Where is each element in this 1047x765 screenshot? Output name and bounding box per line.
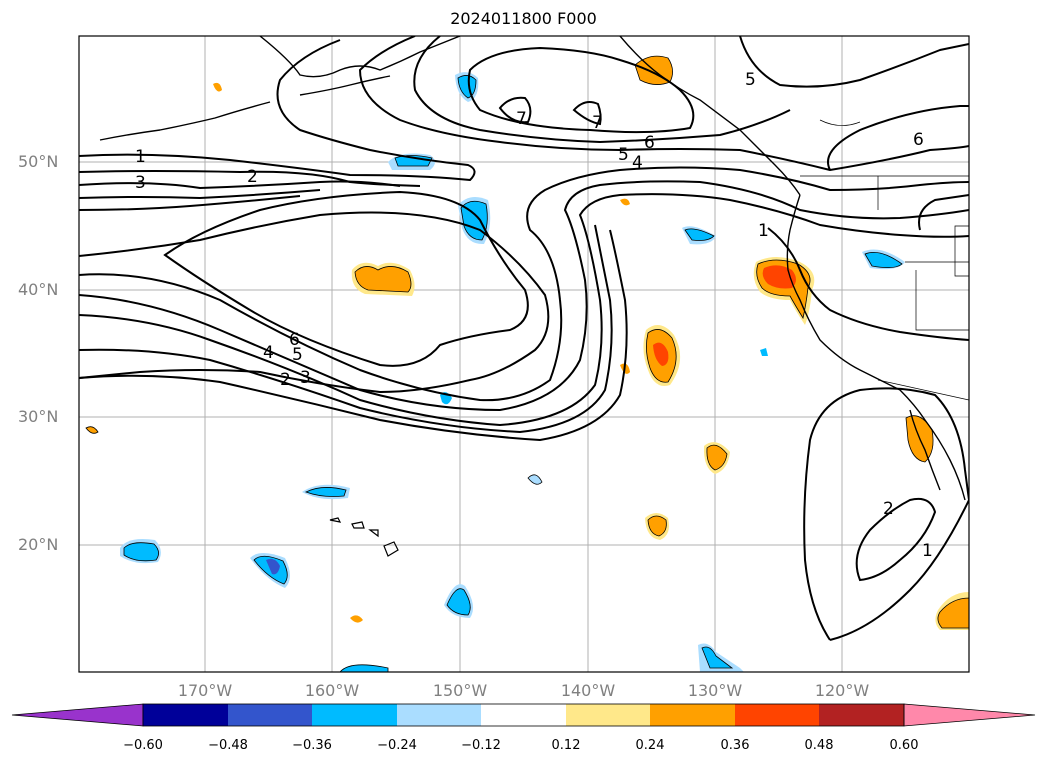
contour-labels: 1 2 3 6 5 4 2 3 7 7 6 5 4 5 6 1 2 1 <box>135 70 933 561</box>
contour-label: 6 <box>644 133 655 153</box>
contour-west-1 <box>79 39 476 182</box>
contour-label: 3 <box>300 368 311 388</box>
plot-frame <box>78 35 970 673</box>
map-plot-area: 1 2 3 6 5 4 2 3 7 7 6 5 4 5 6 1 2 1 <box>79 36 969 672</box>
contour-north <box>358 36 969 172</box>
lon-label: 130°W <box>687 681 743 700</box>
contour-closed-central <box>163 190 529 367</box>
lon-label: 140°W <box>560 681 616 700</box>
lat-label: 30°N <box>18 407 59 426</box>
colorbar-tick-label: −0.60 <box>123 738 163 753</box>
contour-label: 7 <box>592 113 603 133</box>
map-title: 2024011800 F000 <box>450 9 597 28</box>
contour-label: 1 <box>922 541 933 561</box>
contour-label: 5 <box>292 345 303 365</box>
colorbar-extend-right <box>903 703 1036 727</box>
coastlines <box>99 36 966 501</box>
lat-label: 40°N <box>18 280 59 299</box>
contour-label: 4 <box>632 153 643 173</box>
colorbar-tick-label: 0.12 <box>551 738 581 753</box>
west-coast <box>786 194 966 501</box>
lon-label: 120°W <box>814 681 870 700</box>
colorbar-tick-label: 0.24 <box>635 738 665 753</box>
contour-label: 5 <box>618 145 629 165</box>
colorbar-tick-label: 0.48 <box>804 738 834 753</box>
contour-ne-6 <box>827 105 969 171</box>
contour-small-7b <box>572 101 602 126</box>
contour-lines <box>79 36 969 641</box>
hawaiian-islands <box>329 517 399 557</box>
contour-label: 2 <box>280 370 291 390</box>
lon-label: 150°W <box>432 681 488 700</box>
contour-south-1 <box>803 387 969 641</box>
contour-label: 1 <box>135 147 146 167</box>
lat-label: 20°N <box>18 535 59 554</box>
contour-label: 6 <box>289 330 300 350</box>
colorbar-extend-left <box>11 703 144 727</box>
contour-label: 5 <box>745 70 756 90</box>
contour-label: 1 <box>758 221 769 241</box>
contour-coast-1 <box>767 227 969 341</box>
positive-anomaly-blobs <box>85 55 969 630</box>
colorbar-tick-label: −0.12 <box>461 738 501 753</box>
contour-label: 6 <box>913 130 924 150</box>
alaska-coast <box>259 36 461 78</box>
colorbar-tick-label: −0.48 <box>208 738 248 753</box>
colorbar-tick-label: −0.24 <box>377 738 417 753</box>
alaska-panhandle <box>619 36 801 196</box>
contour-small-7a <box>498 96 532 124</box>
contour-ne-5 <box>739 36 969 88</box>
borders <box>800 119 969 401</box>
colorbar-tick-label: 0.36 <box>720 738 750 753</box>
colorbar-tick-label: 0.60 <box>889 738 919 753</box>
contour-label: 2 <box>247 167 258 187</box>
contour-label: 4 <box>263 343 274 363</box>
contour-label: 7 <box>516 109 527 129</box>
colorbar-tick-label: −0.36 <box>292 738 332 753</box>
lon-label: 160°W <box>304 681 360 700</box>
contour-label: 3 <box>135 173 146 193</box>
lat-label: 50°N <box>18 152 59 171</box>
colorbar <box>11 703 1036 727</box>
contour-label: 2 <box>883 499 894 519</box>
contour-south-2 <box>855 497 937 582</box>
lon-label: 170°W <box>177 681 233 700</box>
